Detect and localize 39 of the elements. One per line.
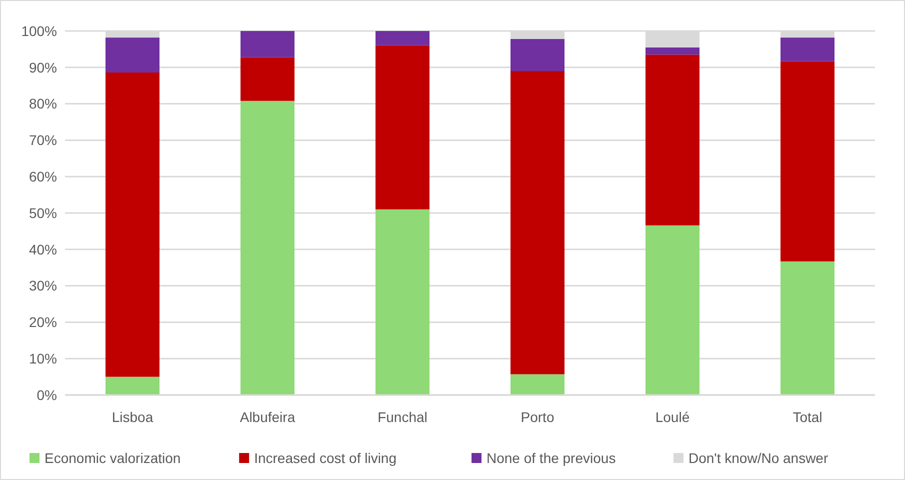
bar bbox=[780, 61, 834, 262]
y-tick-label: 10% bbox=[28, 350, 57, 366]
bar bbox=[376, 209, 430, 395]
bar bbox=[646, 225, 700, 395]
y-tick-label: 60% bbox=[28, 168, 57, 184]
bar bbox=[240, 57, 294, 101]
bar bbox=[376, 31, 430, 46]
y-tick-label: 70% bbox=[28, 132, 57, 148]
y-tick-label: 30% bbox=[28, 278, 57, 294]
bar bbox=[510, 374, 564, 395]
bar bbox=[106, 38, 160, 72]
bar bbox=[376, 45, 430, 210]
y-tick-label: 40% bbox=[28, 241, 57, 258]
x-tick-label: Lisboa bbox=[112, 408, 154, 425]
bar bbox=[106, 72, 160, 377]
bar bbox=[646, 54, 700, 226]
legend-label: Economic valorization bbox=[44, 450, 181, 466]
legend-label: Don't know/No answer bbox=[688, 450, 828, 466]
y-tick-label: 20% bbox=[28, 314, 57, 330]
y-tick-label: 90% bbox=[28, 59, 57, 76]
y-tick-label: 100% bbox=[21, 22, 57, 39]
y-tick-label: 50% bbox=[28, 204, 57, 221]
y-tick-label: 80% bbox=[28, 96, 57, 112]
bar bbox=[780, 38, 834, 62]
x-tick-label: Albufeira bbox=[240, 408, 296, 425]
legend-label: None of the previous bbox=[486, 450, 616, 466]
bar bbox=[780, 261, 834, 395]
x-tick-label: Porto bbox=[520, 408, 554, 425]
bar bbox=[240, 100, 294, 395]
x-tick-label: Loulé bbox=[655, 408, 690, 425]
bar bbox=[510, 39, 564, 72]
bar bbox=[106, 376, 160, 395]
bar bbox=[646, 47, 700, 55]
bar bbox=[510, 71, 564, 374]
x-tick-label: Funchal bbox=[378, 408, 428, 425]
legend-label: Increased cost of living bbox=[254, 450, 397, 466]
y-tick-label: 0% bbox=[36, 386, 57, 403]
x-tick-label: Total bbox=[792, 408, 822, 425]
bar bbox=[240, 31, 294, 58]
